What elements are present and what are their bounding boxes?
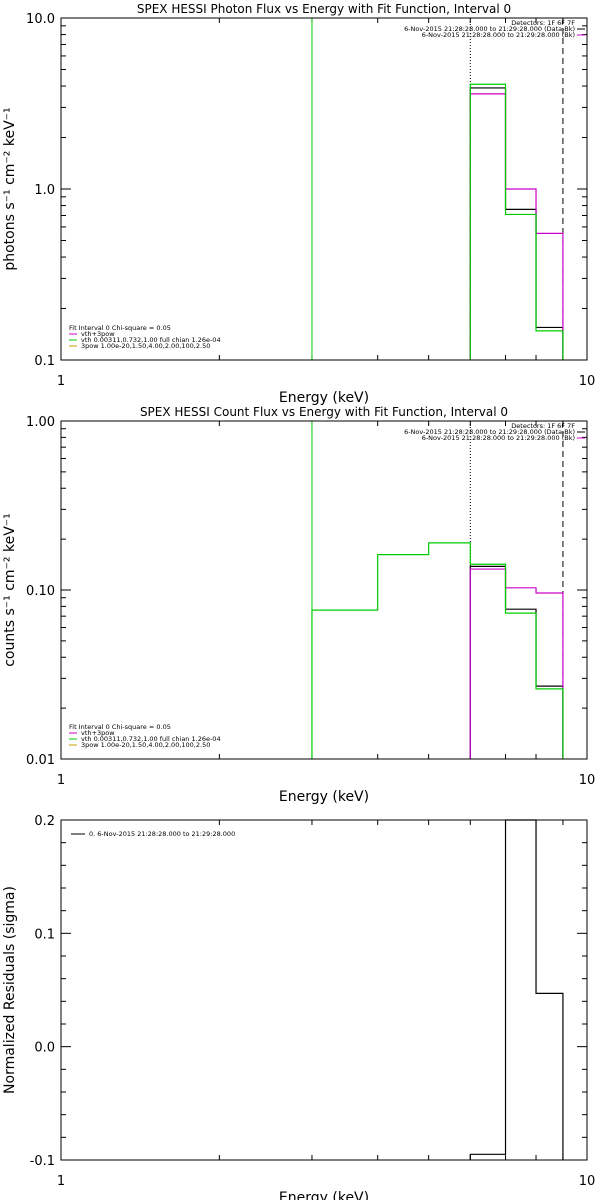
y-tick-label: 0.01	[26, 753, 55, 768]
x-tick-label: 10	[579, 374, 596, 389]
series-3-line	[469, 83, 564, 360]
legend-entry: 3pow 1.00e-20,1.50,4.00,2.00,100,2.50	[81, 741, 210, 749]
y-tick-label: 0.0	[34, 1041, 55, 1056]
plot-frame	[60, 819, 588, 1161]
legend-entry: 3pow 1.00e-20,1.50,4.00,2.00,100,2.50	[81, 342, 210, 350]
legend-entry: vth 0.00311,0.732,1.00 full chian 1.26e-…	[81, 336, 221, 344]
legend-entry: 6-Nov-2015 21:28:28.000 to 21:29:28.000 …	[422, 434, 575, 442]
x-tick-label: 1	[57, 1174, 65, 1189]
series-2-line	[469, 568, 564, 759]
y-axis-label: counts s⁻¹ cm⁻² keV⁻¹	[2, 513, 18, 667]
y-tick-label: 0.2	[34, 814, 55, 829]
panel-2: SPEX HESSI Count Flux vs Energy with Fit…	[2, 405, 595, 805]
x-tick-label: 1	[57, 773, 65, 788]
x-axis-label: Energy (keV)	[279, 1190, 369, 1200]
plot-frame	[60, 17, 588, 361]
panel-3: 1 10 Energy (keV) -0.1 0.0 0.1 0.2 Normalized R…	[2, 814, 595, 1200]
legend-entry: Detectors: 1F 6F 7F	[511, 422, 575, 430]
x-axis-label: Energy (keV)	[279, 390, 369, 406]
chart-title: SPEX HESSI Photon Flux vs Energy with Fi…	[137, 2, 511, 16]
y-tick-label: 1.0	[34, 183, 55, 198]
legend-entry: 0. 6-Nov-2015 21:28:28.000 to 21:29:28.0…	[89, 830, 235, 838]
y-tick-label: 0.10	[26, 584, 55, 599]
legend-entry: 6-Nov-2015 21:28:28.000 to 21:29:28.000 …	[404, 25, 575, 33]
series-3-line	[311, 542, 564, 759]
x-axis-label: Energy (keV)	[279, 789, 369, 805]
legend-entry: 6-Nov-2015 21:28:28.000 to 21:29:28.000 …	[404, 428, 575, 436]
series-1-line	[469, 565, 564, 759]
y-tick-label: -0.1	[30, 1154, 55, 1169]
panel-1: SPEX HESSI Photon Flux vs Energy with Fi…	[2, 2, 595, 406]
y-tick-label: 0.1	[34, 354, 55, 369]
legend-entry: Detectors: 1F 6F 7F	[511, 19, 575, 27]
legend-entry: vth+3pow	[81, 729, 115, 737]
x-tick-label: 10	[579, 1174, 596, 1189]
plot-frame	[60, 420, 588, 760]
legend-entry: Fit Interval 0 Chi-square = 0.05	[69, 723, 171, 731]
x-tick-label: 10	[579, 773, 596, 788]
legend-entry: 6-Nov-2015 21:28:28.000 to 21:29:28.000 …	[422, 31, 575, 39]
legend-entry: vth+3pow	[81, 330, 115, 338]
chart-title: SPEX HESSI Count Flux vs Energy with Fit…	[140, 405, 508, 419]
y-tick-label: 0.1	[34, 927, 55, 942]
series-1-line	[469, 819, 564, 1160]
y-axis-label: Normalized Residuals (sigma)	[2, 886, 18, 1094]
y-tick-label: 1.00	[26, 415, 55, 430]
series-2-line	[469, 93, 564, 360]
legend-entry: vth 0.00311,0.732,1.00 full chian 1.26e-…	[81, 735, 221, 743]
legend-entry: Fit Interval 0 Chi-square = 0.05	[69, 324, 171, 332]
y-axis-label: photons s⁻¹ cm⁻² keV⁻¹	[2, 107, 18, 270]
series-1-line	[469, 87, 564, 360]
y-tick-label: 10.0	[26, 12, 55, 27]
x-tick-label: 1	[57, 374, 65, 389]
